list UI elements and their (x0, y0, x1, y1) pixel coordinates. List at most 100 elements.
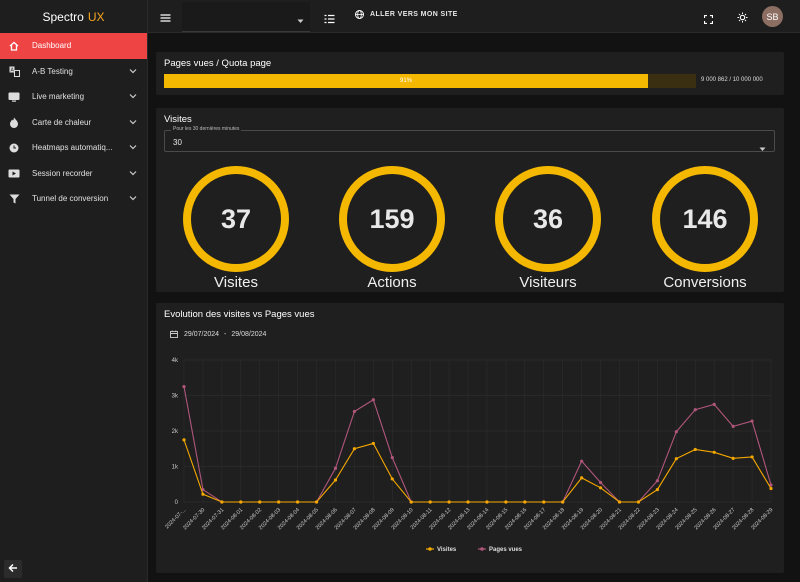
data-point (371, 441, 375, 446)
date-separator: - (224, 330, 227, 338)
sidebar-item-dashboard[interactable]: Dashboard (0, 33, 147, 59)
data-point (485, 500, 489, 504)
stat-ring: 36 (495, 166, 601, 272)
stat-ring: 37 (183, 166, 289, 272)
y-tick-label: 2k (172, 429, 179, 435)
data-point (201, 492, 205, 496)
y-tick-label: 1k (172, 465, 179, 471)
data-point (769, 486, 773, 491)
data-point (617, 500, 622, 504)
sidebar: Spectro UX Dashboard A A-B Testing Live … (0, 0, 148, 582)
brand-name: Spectro (42, 9, 84, 24)
brand-logo[interactable]: Spectro UX (0, 0, 147, 33)
chevron-down-icon (129, 118, 137, 127)
time-range-label: Pour les 30 dernières minutes (171, 126, 242, 132)
chevron-down-icon (129, 67, 137, 76)
stat-value: 159 (369, 203, 415, 234)
data-point (561, 500, 565, 504)
data-point (731, 456, 735, 460)
caret-down-icon (297, 11, 304, 29)
data-point (182, 385, 186, 389)
visit-site-link[interactable]: ALLER VERS MON SITE (355, 10, 458, 19)
legend-label: Visites (437, 547, 457, 553)
data-point (390, 477, 394, 481)
sidebar-item-label: Session recorder (32, 168, 93, 178)
sidebar-item-heatmap[interactable]: Carte de chaleur (0, 110, 147, 136)
data-point (750, 455, 754, 459)
sidebar-item-label: Carte de chaleur (32, 117, 92, 127)
list-filter-button[interactable] (324, 11, 335, 29)
fullscreen-icon (703, 11, 714, 28)
data-point (674, 430, 678, 434)
data-point (333, 466, 338, 470)
stat-ring: 159 (339, 166, 445, 272)
chevron-down-icon (129, 92, 137, 101)
sidebar-item-label: A-B Testing (32, 66, 73, 76)
legend-marker (480, 547, 484, 551)
data-point (712, 450, 716, 454)
sidebar-item-live-marketing[interactable]: Live marketing (0, 84, 147, 110)
stat-conversions: 146 Conversions (635, 166, 775, 291)
visits-pageviews-chart: 01k2k3k4k2024-07-...2024-07-302024-07-31… (164, 358, 774, 553)
calendar-icon (170, 330, 178, 338)
stat-value: 36 (532, 203, 564, 234)
hamburger-icon (160, 10, 171, 27)
data-point (655, 479, 659, 483)
collapse-sidebar-button[interactable] (4, 560, 22, 578)
quota-usage-text: 9 000 862 / 10 000 000 (701, 77, 763, 83)
data-point (693, 447, 697, 452)
data-point (428, 500, 432, 504)
svg-text:A: A (10, 67, 14, 73)
avatar[interactable]: SB (762, 6, 783, 27)
data-point (409, 500, 413, 504)
series-line-visites (183, 439, 772, 503)
time-range-value: 30 (173, 138, 182, 147)
data-point (258, 500, 262, 504)
data-point (220, 500, 224, 504)
theme-toggle-button[interactable] (737, 10, 748, 28)
stat-label: Visiteurs (519, 274, 577, 291)
date-range-picker[interactable]: 29/07/2024 - 29/08/2024 (170, 330, 266, 338)
date-to: 29/08/2024 (231, 330, 267, 338)
list-icon (324, 11, 335, 28)
data-point (182, 438, 186, 442)
time-range-select[interactable]: Pour les 30 dernières minutes 30 (164, 126, 775, 152)
sidebar-item-ab-testing[interactable]: A A-B Testing (0, 59, 147, 85)
data-point (277, 500, 281, 504)
stat-actions: 159 Actions (322, 166, 462, 291)
quota-progress-bar: 91% (164, 74, 696, 88)
stat-visiteurs: 36 Visiteurs (478, 166, 618, 291)
series-line-pages-vues (183, 386, 772, 503)
clock-icon (8, 142, 20, 154)
data-point (580, 476, 584, 480)
quota-percent-label: 91% (400, 78, 413, 84)
data-point (296, 500, 300, 504)
stat-value: 146 (682, 203, 728, 234)
data-point (447, 500, 451, 504)
sidebar-item-label: Dashboard (32, 41, 72, 51)
caret-down-icon (759, 139, 766, 157)
flame-icon (8, 116, 20, 128)
stat-label: Visites (214, 274, 258, 291)
fullscreen-button[interactable] (703, 11, 714, 29)
stat-visites: 37 Visites (166, 166, 306, 291)
stat-value: 37 (220, 203, 252, 234)
sidebar-item-auto-heatmaps[interactable]: Heatmaps automatiq... (0, 135, 147, 161)
quota-progress-fill: 91% (164, 74, 649, 88)
data-point (390, 456, 394, 460)
visits-title: Visites (164, 114, 192, 125)
menu-button[interactable] (160, 10, 171, 28)
visit-site-label: ALLER VERS MON SITE (370, 11, 458, 18)
chevron-down-icon (129, 143, 137, 152)
site-select[interactable] (182, 2, 310, 32)
visits-card: Visites Pour les 30 dernières minutes 30… (156, 108, 784, 292)
sidebar-item-conversion-funnel[interactable]: Tunnel de conversion (0, 186, 147, 212)
data-point (731, 424, 735, 428)
monitor-icon (8, 91, 20, 103)
stat-ring: 146 (652, 166, 758, 272)
stat-label: Conversions (663, 274, 747, 291)
sidebar-item-session-recorder[interactable]: Session recorder (0, 161, 147, 187)
data-point (504, 500, 508, 504)
quota-card: Pages vues / Quota page 91% 9 000 862 / … (156, 52, 784, 95)
